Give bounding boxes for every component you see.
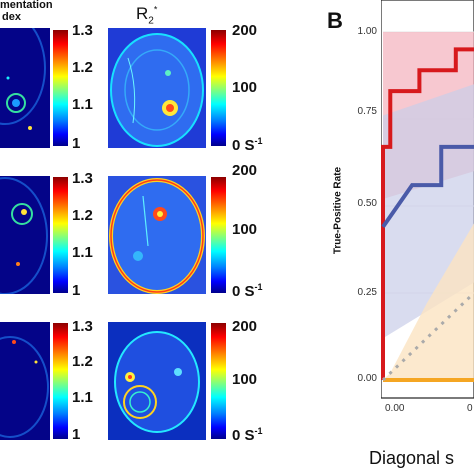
roc-series-red xyxy=(381,47,474,380)
roc-series-gray-dotted xyxy=(381,291,474,382)
index-tick-1-row2: 1 xyxy=(72,282,81,299)
index-map-row1 xyxy=(0,28,50,148)
r2-colorbar-row3 xyxy=(211,323,226,439)
index-tick-1-3-row2: 1.3 xyxy=(72,170,93,187)
r2-map-row3 xyxy=(108,322,206,440)
r2-tick-0-row3: 0 S-1 xyxy=(232,426,263,444)
index-tick-1-2: 1.2 xyxy=(72,59,93,76)
xtick-partial: 0 xyxy=(467,403,473,414)
index-colorbar-row3 xyxy=(53,323,68,439)
r2-tick-200-row3: 200 xyxy=(232,318,258,335)
roc-series-blue xyxy=(381,144,474,229)
ytick-0-25: 0.25 xyxy=(357,287,377,298)
index-map-row3-art xyxy=(0,336,49,438)
r2-map-row1-art xyxy=(110,33,204,147)
index-tick-1-1-row2: 1.1 xyxy=(72,244,93,261)
index-tick-1-2-row2: 1.2 xyxy=(72,207,93,224)
r2-map-row3-art xyxy=(114,331,200,433)
r2-map-row1 xyxy=(108,28,206,148)
ytick-1-00: 1.00 xyxy=(357,26,377,37)
orange-ci-band xyxy=(383,223,474,380)
r2-title: R2* xyxy=(136,4,158,27)
r2-map-row2 xyxy=(108,176,206,294)
r2-tick-100-row1: 100 xyxy=(232,79,258,96)
index-tick-1-1-row3: 1.1 xyxy=(72,389,93,406)
r2-map-row2-art xyxy=(109,178,205,294)
ytick-0-50: 0.50 xyxy=(357,198,377,209)
index-header-line2: dex xyxy=(2,11,21,23)
ytick-0-75: 0.75 xyxy=(357,106,377,117)
index-tick-1-1: 1.1 xyxy=(72,96,93,113)
index-map-row3 xyxy=(0,322,50,440)
index-tick-1-2-row3: 1.2 xyxy=(72,353,93,370)
r2-colorbar-row1 xyxy=(211,30,226,146)
xtick-0-00: 0.00 xyxy=(385,403,405,414)
index-header-line1: mentation xyxy=(0,0,53,11)
r2-tick-0-row2: 0 S-1 xyxy=(232,282,263,300)
index-tick-1-3: 1.3 xyxy=(72,22,93,39)
roc-panel: B True-Positive Rate 1.00 0.75 0.50 0.25… xyxy=(315,0,474,474)
index-map-row2 xyxy=(0,176,50,294)
r2-tick-0-row1: 0 S-1 xyxy=(232,136,263,154)
index-map-row1-art xyxy=(0,28,46,130)
ytick-0-00: 0.00 xyxy=(357,373,377,384)
r2-tick-100-row3: 100 xyxy=(232,371,258,388)
roc-ylabel: True-Positive Rate xyxy=(332,166,344,255)
panel-b-label: B xyxy=(327,8,343,33)
roc-xlabel-partial: Diagonal s xyxy=(369,448,455,468)
roc-plot-area xyxy=(381,0,474,399)
r2-colorbar-row2 xyxy=(211,177,226,293)
index-colorbar-row2 xyxy=(53,177,68,293)
r2-tick-100-row2: 100 xyxy=(232,221,258,238)
r2-tick-200-row1: 200 xyxy=(232,22,258,39)
index-tick-1-row3: 1 xyxy=(72,426,81,443)
index-colorbar-row1 xyxy=(53,30,68,146)
index-tick-1-3-row3: 1.3 xyxy=(72,318,93,335)
index-tick-1: 1 xyxy=(72,135,81,152)
index-map-row2-art xyxy=(0,177,48,294)
r2-tick-200-row2: 200 xyxy=(232,162,258,179)
